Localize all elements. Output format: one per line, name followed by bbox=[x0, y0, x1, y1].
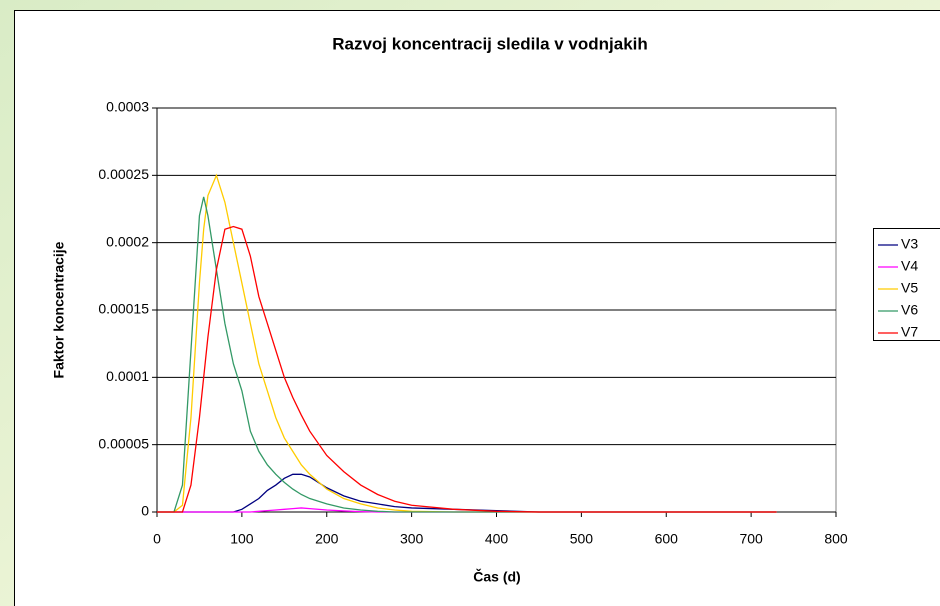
legend bbox=[873, 228, 940, 341]
legend-label: V7 bbox=[901, 324, 918, 340]
y-tick-label: 0.0001 bbox=[106, 368, 149, 384]
x-tick-label: 0 bbox=[153, 531, 161, 547]
y-tick-label: 0.00025 bbox=[98, 166, 149, 182]
legend-label: V3 bbox=[901, 236, 918, 252]
x-tick-label: 500 bbox=[570, 531, 594, 547]
x-tick-label: 800 bbox=[824, 531, 848, 547]
y-tick-label: 0.0003 bbox=[106, 99, 149, 115]
x-axis-label: Čas (d) bbox=[473, 568, 520, 585]
chart-title: Razvoj koncentracij sledila v vodnjakih bbox=[332, 34, 648, 53]
series-line bbox=[157, 196, 777, 513]
y-tick-label: 0.00015 bbox=[98, 301, 149, 317]
x-tick-label: 200 bbox=[315, 531, 339, 547]
x-tick-label: 700 bbox=[739, 531, 763, 547]
legend-label: V4 bbox=[901, 258, 918, 274]
legend-label: V6 bbox=[901, 302, 918, 318]
series-line bbox=[157, 225, 777, 513]
legend-label: V5 bbox=[901, 280, 918, 296]
y-tick-label: 0 bbox=[141, 503, 149, 519]
x-tick-label: 100 bbox=[230, 531, 254, 547]
y-tick-label: 0.00005 bbox=[98, 435, 149, 451]
y-axis-label: Faktor koncentracije bbox=[51, 241, 67, 378]
x-tick-label: 300 bbox=[400, 531, 424, 547]
y-tick-label: 0.0002 bbox=[106, 233, 149, 249]
x-tick-label: 400 bbox=[485, 531, 509, 547]
x-tick-label: 600 bbox=[655, 531, 679, 547]
